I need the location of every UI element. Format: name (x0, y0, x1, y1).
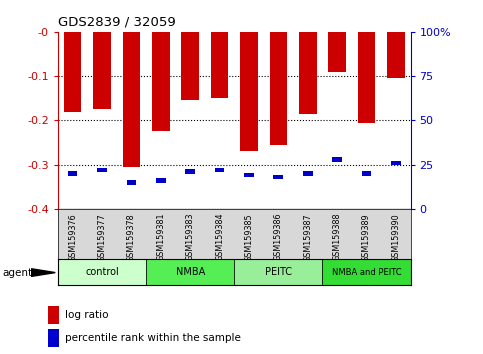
Text: GSM159390: GSM159390 (391, 213, 400, 262)
Text: NMBA: NMBA (175, 267, 205, 277)
Bar (240, 32, 258, 152)
Bar (152, 32, 170, 131)
Text: agent: agent (2, 268, 32, 278)
Text: GSM159377: GSM159377 (98, 213, 107, 262)
Text: GSM159389: GSM159389 (362, 213, 371, 262)
Text: GSM159378: GSM159378 (127, 213, 136, 262)
Text: GSM159387: GSM159387 (303, 213, 312, 262)
Bar (273, 175, 283, 179)
Bar (328, 32, 346, 72)
Text: GSM159381: GSM159381 (156, 213, 165, 262)
Bar (387, 32, 405, 78)
Polygon shape (31, 269, 55, 276)
Text: GSM159376: GSM159376 (68, 213, 77, 262)
Text: log ratio: log ratio (65, 310, 108, 320)
Bar (270, 32, 287, 145)
Bar (123, 32, 140, 167)
Text: NMBA and PEITC: NMBA and PEITC (332, 268, 401, 277)
Bar (146, 259, 234, 285)
Text: GSM159384: GSM159384 (215, 213, 224, 262)
Text: control: control (85, 267, 119, 277)
Text: GSM159386: GSM159386 (274, 213, 283, 262)
Bar (362, 171, 371, 176)
Bar (97, 168, 107, 172)
Bar (234, 259, 323, 285)
Bar (156, 178, 166, 183)
Bar (182, 32, 199, 101)
Bar (127, 180, 136, 184)
Bar (332, 157, 342, 161)
Bar (323, 259, 411, 285)
Text: percentile rank within the sample: percentile rank within the sample (65, 333, 241, 343)
Bar (357, 32, 375, 122)
Bar (48, 306, 58, 324)
Bar (391, 161, 401, 165)
Bar (93, 32, 111, 109)
Text: GSM159388: GSM159388 (333, 213, 341, 262)
Bar (64, 32, 82, 112)
Bar (68, 171, 77, 176)
Bar (211, 32, 228, 98)
Bar (244, 173, 254, 177)
Text: GDS2839 / 32059: GDS2839 / 32059 (58, 16, 176, 29)
Text: PEITC: PEITC (265, 267, 292, 277)
Bar (48, 329, 58, 347)
Text: GSM159385: GSM159385 (244, 213, 254, 262)
Bar (58, 259, 146, 285)
Bar (303, 171, 313, 176)
Bar (185, 170, 195, 174)
Bar (215, 168, 225, 172)
Bar (299, 32, 316, 114)
Text: GSM159383: GSM159383 (185, 213, 195, 262)
